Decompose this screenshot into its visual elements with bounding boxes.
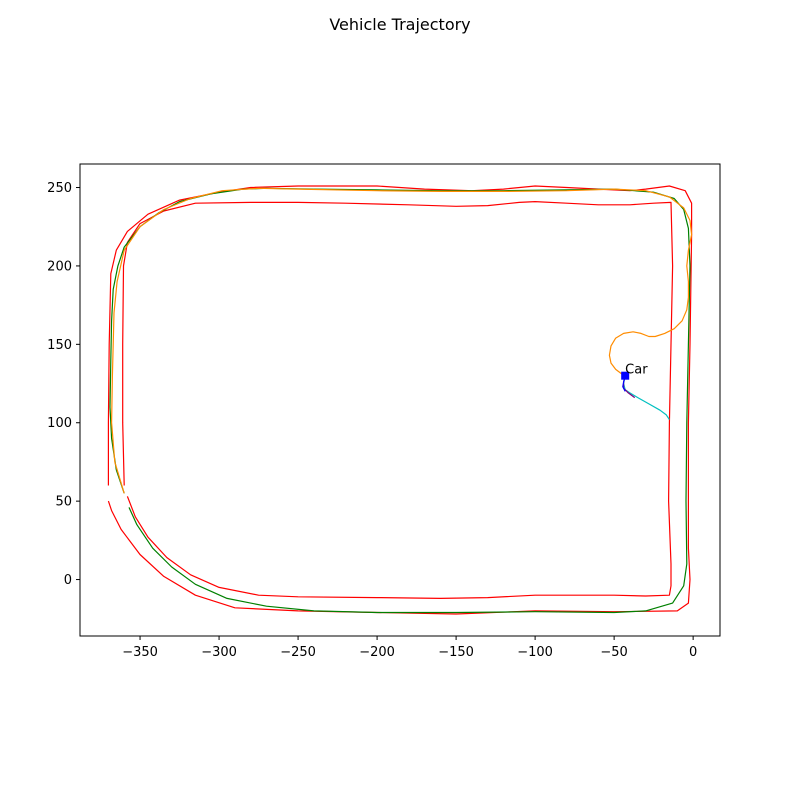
y-tick-label: 150 xyxy=(47,338,72,353)
trajectory-line-1 xyxy=(107,185,693,615)
y-axis: 0 50 100 150 200 250 xyxy=(47,181,80,588)
y-tick-label: 50 xyxy=(55,495,72,510)
x-tick-label: −250 xyxy=(280,645,316,660)
x-tick-label: −100 xyxy=(517,645,553,660)
x-tick-label: −200 xyxy=(359,645,395,660)
y-tick-label: 250 xyxy=(47,181,72,196)
x-tick-label: 0 xyxy=(689,645,697,660)
x-tick-label: −300 xyxy=(201,645,237,660)
x-tick-label: −50 xyxy=(600,645,627,660)
y-tick-label: 100 xyxy=(47,416,72,431)
car-label: Car xyxy=(625,363,648,378)
car-marker xyxy=(621,371,630,380)
trajectory-line-2 xyxy=(122,201,674,600)
trajectory-line-4 xyxy=(110,187,693,494)
y-tick-label: 0 xyxy=(64,573,72,588)
x-tick-label: −150 xyxy=(438,645,474,660)
trajectory-line-3 xyxy=(109,187,691,614)
annotations: Car xyxy=(621,363,648,380)
plot-area xyxy=(107,185,693,615)
x-tick-label: −350 xyxy=(122,645,158,660)
x-axis: −350 −300 −250 −200 −150 −100 −50 0 xyxy=(122,636,697,660)
chart-title: Vehicle Trajectory xyxy=(329,15,470,34)
y-tick-label: 200 xyxy=(47,259,72,274)
axes-frame xyxy=(79,163,721,637)
